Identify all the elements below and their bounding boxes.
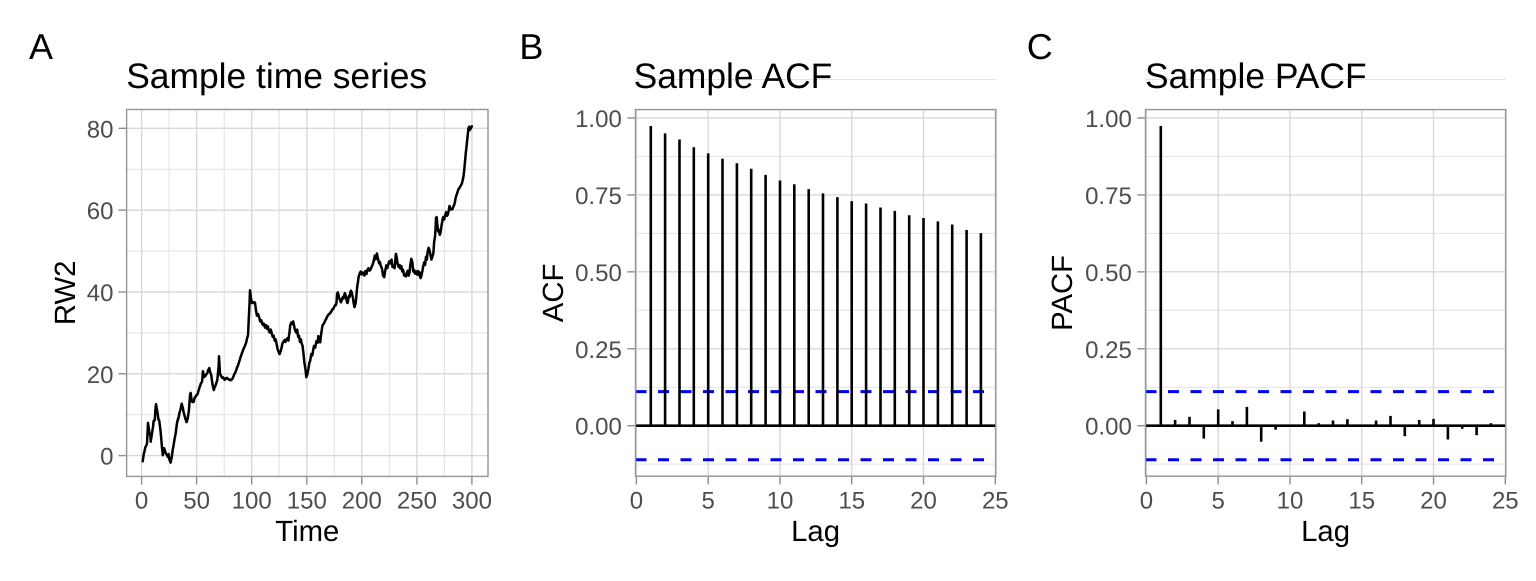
svg-text:0.50: 0.50 — [1085, 260, 1132, 287]
svg-text:Sample ACF: Sample ACF — [634, 56, 833, 96]
svg-text:15: 15 — [1348, 488, 1375, 515]
svg-text:Time: Time — [275, 515, 339, 548]
svg-text:5: 5 — [1212, 488, 1225, 515]
svg-text:200: 200 — [342, 488, 382, 515]
svg-text:0.50: 0.50 — [575, 260, 622, 287]
svg-text:Lag: Lag — [1301, 515, 1350, 548]
svg-text:PACF: PACF — [1046, 255, 1079, 331]
svg-text:C: C — [1027, 26, 1053, 67]
svg-text:0.75: 0.75 — [575, 183, 622, 210]
svg-text:Sample time series: Sample time series — [126, 56, 427, 96]
svg-text:40: 40 — [87, 280, 114, 307]
svg-text:0.25: 0.25 — [1085, 337, 1132, 364]
svg-text:10: 10 — [1277, 488, 1304, 515]
svg-text:300: 300 — [452, 488, 492, 515]
svg-text:80: 80 — [87, 116, 114, 143]
svg-text:60: 60 — [87, 198, 114, 225]
svg-text:25: 25 — [982, 488, 1009, 515]
svg-text:25: 25 — [1492, 488, 1519, 515]
svg-text:250: 250 — [397, 488, 437, 515]
svg-text:150: 150 — [287, 488, 327, 515]
svg-text:20: 20 — [1420, 488, 1447, 515]
svg-text:0.00: 0.00 — [1085, 414, 1132, 441]
svg-text:RW2: RW2 — [49, 261, 82, 326]
svg-text:15: 15 — [838, 488, 865, 515]
svg-text:0.00: 0.00 — [575, 414, 622, 441]
svg-text:Sample PACF: Sample PACF — [1145, 56, 1367, 96]
svg-text:0.25: 0.25 — [575, 337, 622, 364]
svg-text:20: 20 — [87, 362, 114, 389]
svg-text:ACF: ACF — [537, 264, 570, 323]
svg-text:0: 0 — [1140, 488, 1153, 515]
svg-text:0: 0 — [135, 488, 148, 515]
svg-text:Lag: Lag — [791, 515, 840, 548]
svg-text:0: 0 — [630, 488, 643, 515]
svg-text:5: 5 — [702, 488, 715, 515]
svg-text:A: A — [29, 26, 53, 67]
svg-text:50: 50 — [183, 488, 210, 515]
svg-text:1.00: 1.00 — [1085, 106, 1132, 133]
svg-text:100: 100 — [232, 488, 272, 515]
svg-text:1.00: 1.00 — [575, 106, 622, 133]
svg-text:10: 10 — [767, 488, 794, 515]
svg-text:20: 20 — [910, 488, 937, 515]
svg-text:B: B — [519, 26, 543, 67]
svg-text:0.75: 0.75 — [1085, 183, 1132, 210]
svg-text:0: 0 — [100, 444, 113, 471]
